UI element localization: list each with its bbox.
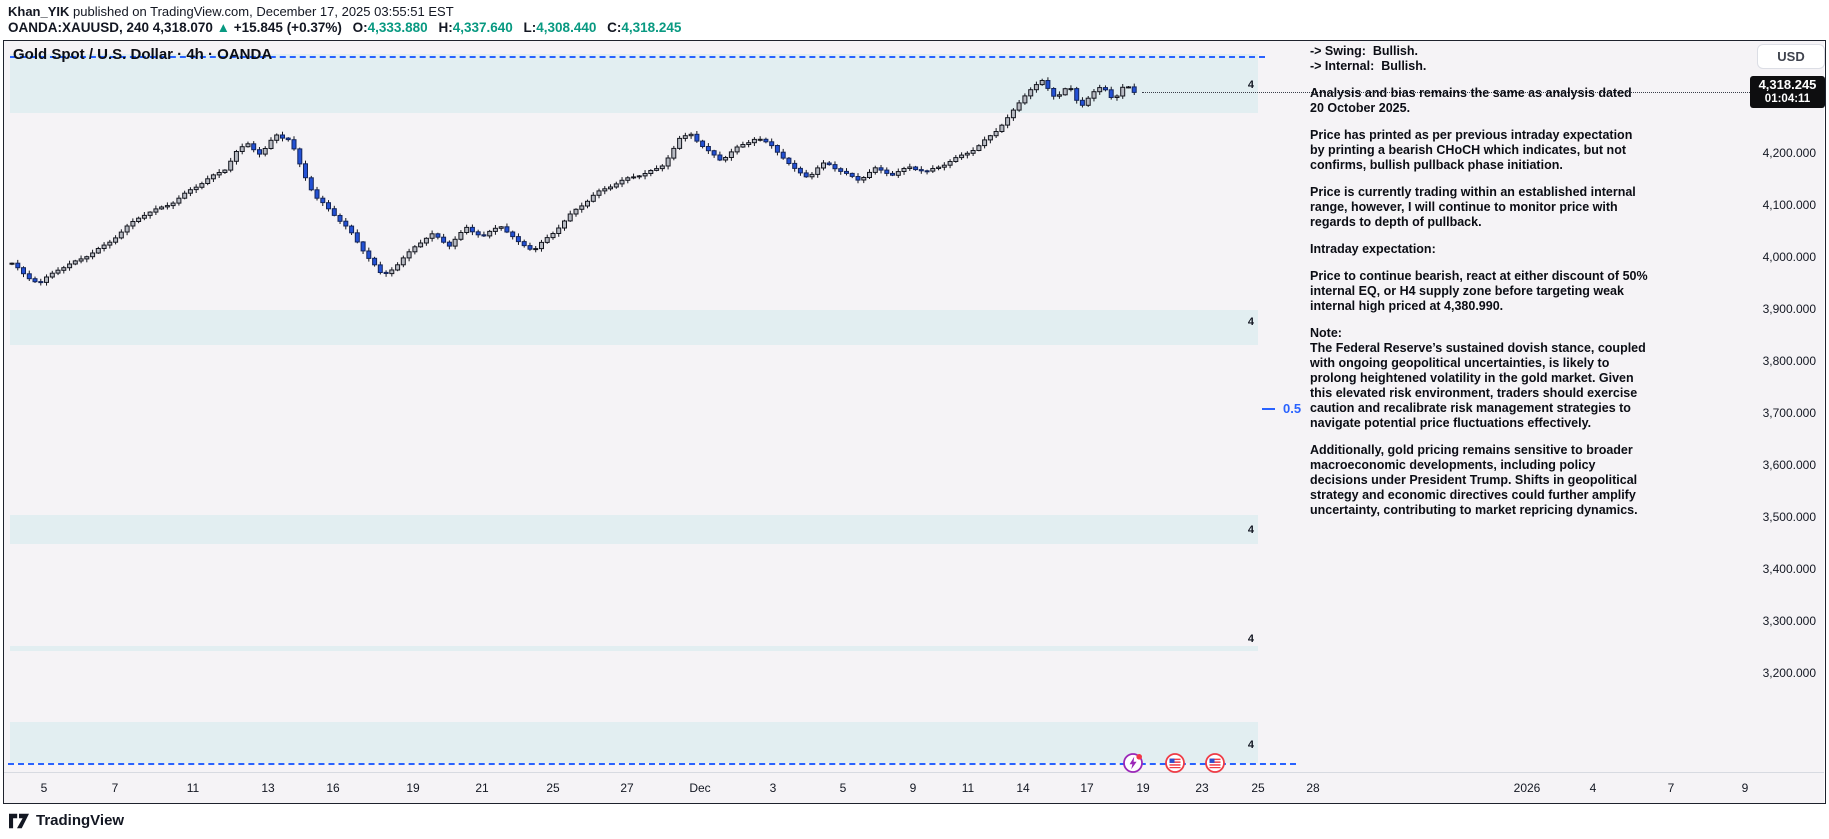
tradingview-logo-icon — [9, 813, 29, 829]
time-axis-label: 9 — [909, 781, 917, 795]
symbol-name: OANDA:XAUUSD, 240 — [8, 20, 150, 35]
price-axis-label: 3,900.000 — [1762, 302, 1816, 316]
time-axis-label: 3 — [769, 781, 777, 795]
close-value: 4,318.245 — [621, 20, 682, 35]
low-value: 4,308.440 — [536, 20, 597, 35]
economic-event-flash-icon[interactable] — [1122, 752, 1144, 774]
supply-demand-zone — [10, 645, 1258, 652]
time-axis-label: 23 — [1195, 781, 1209, 795]
price-change: +15.845 (+0.37%) — [233, 20, 342, 35]
supply-demand-zone — [10, 515, 1258, 545]
publish-text: published on TradingView.com, December 1… — [69, 4, 454, 19]
time-axis-label: 19 — [1136, 781, 1150, 795]
time-axis-label: 11 — [186, 781, 200, 795]
chart-frame-border — [3, 40, 1826, 804]
time-axis-label: 5 — [40, 781, 48, 795]
time-axis-label: 7 — [1667, 781, 1675, 795]
open-label: O: — [352, 20, 368, 35]
last-price-axis-label: 4,318.245 01:04:11 — [1750, 76, 1825, 108]
close-label: C: — [607, 20, 622, 35]
price-axis-label: 3,300.000 — [1762, 614, 1816, 628]
publish-info: Khan_YIK published on TradingView.com, D… — [8, 4, 454, 19]
price-axis-label: 3,200.000 — [1762, 666, 1816, 680]
analysis-paragraph: Intraday expectation: — [1310, 242, 1436, 256]
time-axis-label: 19 — [406, 781, 420, 795]
symbol-info-bar: OANDA:XAUUSD, 240 4,318.070 ▲ +15.845 (+… — [8, 20, 681, 36]
currency-toggle-button[interactable]: USD — [1757, 44, 1825, 69]
time-axis-label: 27 — [620, 781, 634, 795]
time-axis-label: 2026 — [1513, 781, 1541, 795]
supply-demand-zone — [10, 54, 1258, 113]
analysis-paragraph: Price has printed as per previous intrad… — [1310, 128, 1636, 172]
price-axis-label: 3,700.000 — [1762, 406, 1816, 420]
bar-countdown: 01:04:11 — [1764, 93, 1811, 105]
chart-legend-title: Gold Spot / U.S. Dollar · 4h · OANDA — [13, 46, 273, 63]
time-axis-label: 17 — [1080, 781, 1094, 795]
time-axis-label: 7 — [111, 781, 119, 795]
author-name: Khan_YIK — [8, 4, 70, 19]
time-axis-separator — [4, 772, 1824, 773]
price-axis-label: 3,800.000 — [1762, 354, 1816, 368]
zone-marker-label: 4 — [1247, 633, 1254, 645]
open-value: 4,333.880 — [367, 20, 428, 35]
price-axis-label: 4,200.000 — [1762, 146, 1816, 160]
fib-05-label: 0.5 — [1283, 400, 1302, 416]
time-axis-label: 21 — [475, 781, 489, 795]
price-axis-label: 4,100.000 — [1762, 198, 1816, 212]
price-axis-label: 4,000.000 — [1762, 250, 1816, 264]
analysis-paragraph: -> Swing: Bullish. -> Internal: Bullish. — [1310, 44, 1427, 73]
price-axis-label: 3,500.000 — [1762, 510, 1816, 524]
time-axis-label: 11 — [961, 781, 975, 795]
time-axis-label: 25 — [546, 781, 560, 795]
supply-demand-zone — [10, 721, 1258, 763]
zone-marker-label: 4 — [1247, 79, 1254, 91]
supply-demand-zone — [10, 310, 1258, 345]
level-last-price — [1142, 91, 1750, 93]
economic-event-us-flag-icon[interactable] — [1164, 752, 1186, 774]
analysis-paragraph: Analysis and bias remains the same as an… — [1310, 86, 1636, 115]
time-axis-label: 4 — [1589, 781, 1597, 795]
analysis-paragraph: Price is currently trading within an est… — [1310, 185, 1640, 229]
price-axis-label: 3,400.000 — [1762, 562, 1816, 576]
analysis-paragraph: Additionally, gold pricing remains sensi… — [1310, 443, 1641, 517]
up-arrow-icon: ▲ — [216, 20, 230, 35]
time-axis-label: 13 — [261, 781, 275, 795]
tradingview-logo-text: TradingView — [36, 812, 125, 829]
price-axis-label: 3,600.000 — [1762, 458, 1816, 472]
analysis-paragraph: Note: The Federal Reserve’s sustained do… — [1310, 326, 1646, 430]
zone-marker-label: 4 — [1247, 316, 1254, 328]
time-axis-label: 28 — [1306, 781, 1320, 795]
low-label: L: — [523, 20, 537, 35]
level-range-low — [8, 762, 1296, 765]
zone-marker-label: 4 — [1247, 739, 1254, 751]
tradingview-logo-link[interactable]: TradingView — [8, 810, 124, 832]
high-value: 4,337.640 — [452, 20, 513, 35]
economic-event-us-flag-icon[interactable] — [1204, 752, 1226, 774]
level-weak-internal-high — [10, 56, 1265, 59]
time-axis-label: 25 — [1251, 781, 1265, 795]
time-axis-label: 5 — [839, 781, 847, 795]
last-price-axis-value: 4,318.245 — [1758, 77, 1817, 92]
time-axis-label: 16 — [326, 781, 340, 795]
time-axis-label: Dec — [689, 781, 711, 795]
time-axis-label: 9 — [1741, 781, 1749, 795]
analysis-paragraph: Price to continue bearish, react at eith… — [1310, 269, 1648, 313]
analysis-note-text: -> Swing: Bullish. -> Internal: Bullish.… — [1310, 44, 1648, 530]
time-axis-label: 14 — [1016, 781, 1030, 795]
high-label: H: — [438, 20, 453, 35]
zone-marker-label: 4 — [1247, 524, 1254, 536]
fib-05-dash — [1262, 407, 1275, 410]
last-price-value: 4,318.070 — [152, 20, 213, 35]
